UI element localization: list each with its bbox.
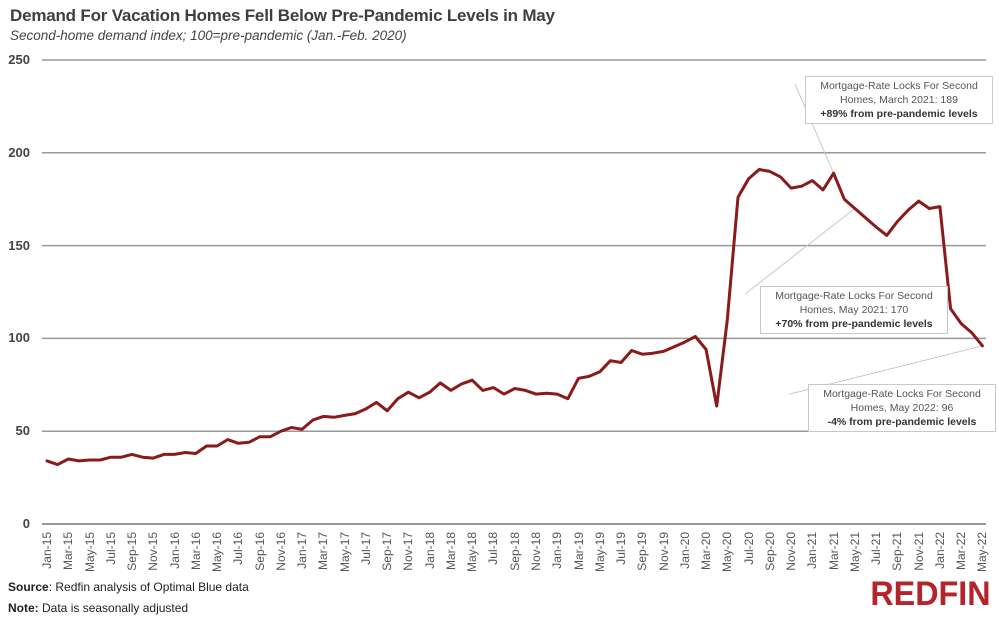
x-tick-label: Mar-16	[188, 532, 203, 571]
x-tick-label: May-22	[975, 532, 990, 573]
chart-subtitle: Second-home demand index; 100=pre-pandem…	[10, 28, 407, 43]
x-tick-label: Nov-19	[656, 532, 671, 571]
annotation-text: Mortgage-Rate Locks For Second	[820, 80, 978, 92]
x-tick-label: Mar-20	[699, 532, 714, 571]
x-tick-label: Jan-22	[932, 532, 947, 569]
annotation-leader-line	[794, 83, 835, 174]
x-tick-label: May-21	[847, 532, 862, 573]
demand-index-line	[45, 168, 984, 467]
x-tick-label: Jan-18	[422, 532, 437, 569]
note-text: Data is seasonally adjusted	[38, 601, 189, 615]
annotation-change: +70% from pre-pandemic levels	[775, 318, 933, 330]
x-tick-label: Jul-20	[741, 532, 756, 565]
x-tick-label: Nov-15	[146, 532, 161, 571]
x-tick-label: May-17	[337, 532, 352, 573]
x-tick-label: Jul-19	[614, 532, 629, 565]
y-tick-label: 150	[8, 237, 30, 253]
y-tick-label: 50	[15, 423, 30, 439]
annotation-leader-lines	[744, 83, 983, 395]
x-tick-label: Jul-17	[358, 532, 373, 565]
x-tick-label: Sep-16	[252, 532, 267, 571]
source-text: : Redfin analysis of Optimal Blue data	[48, 580, 249, 594]
x-tick-label: Sep-21	[890, 532, 905, 571]
chart-title: Demand For Vacation Homes Fell Below Pre…	[10, 6, 555, 25]
x-tick-label: Jul-18	[486, 532, 501, 565]
annotation-may-2022: Mortgage-Rate Locks For Second Homes, Ma…	[808, 384, 996, 432]
annotation-text: Homes, May 2022: 96	[850, 402, 954, 414]
annotation-may-2021: Mortgage-Rate Locks For Second Homes, Ma…	[760, 286, 948, 334]
annotation-text: Mortgage-Rate Locks For Second	[823, 388, 981, 400]
annotation-march-2021: Mortgage-Rate Locks For Second Homes, Ma…	[805, 76, 993, 124]
x-tick-label: Nov-17	[401, 532, 416, 571]
y-tick-label: 250	[8, 52, 30, 67]
annotation-text: Homes, May 2021: 170	[799, 304, 909, 316]
x-tick-label: Jan-16	[167, 532, 182, 569]
x-tick-label: Jul-15	[103, 532, 118, 565]
x-tick-label: Mar-18	[443, 532, 458, 571]
x-tick-label: Sep-18	[507, 532, 522, 571]
x-tick-label: Jul-16	[231, 532, 246, 565]
x-tick-label: Jan-17	[295, 532, 310, 569]
x-tick-label: May-20	[720, 532, 735, 573]
x-tick-label: May-19	[592, 532, 607, 573]
source-note: Source: Redfin analysis of Optimal Blue …	[8, 580, 249, 594]
annotation-change: +89% from pre-pandemic levels	[820, 108, 978, 120]
x-tick-label: May-16	[210, 532, 225, 573]
x-tick-label: Mar-21	[826, 532, 841, 571]
x-tick-label: Mar-17	[316, 532, 331, 571]
note-label: Note:	[8, 601, 39, 615]
x-tick-label: Sep-20	[762, 532, 777, 571]
x-tick-label: Jan-20	[677, 532, 692, 569]
redfin-logo: REDFIN	[870, 575, 991, 613]
y-tick-label: 100	[8, 330, 30, 346]
y-tick-label: 0	[22, 516, 30, 531]
x-tick-label: Mar-22	[954, 532, 969, 571]
x-tick-label: Jan-15	[40, 532, 54, 569]
x-tick-label: Mar-19	[571, 532, 586, 571]
y-tick-label: 200	[8, 144, 30, 160]
x-tick-label: Mar-15	[61, 532, 76, 571]
data-note: Note: Data is seasonally adjusted	[8, 601, 188, 615]
annotation-change: -4% from pre-pandemic levels	[827, 416, 977, 428]
annotation-leader-line	[744, 208, 856, 295]
x-tick-label: Sep-15	[125, 532, 140, 571]
x-tick-label: Jan-19	[550, 532, 565, 569]
annotation-text: Mortgage-Rate Locks For Second	[775, 290, 933, 302]
x-tick-label: Jul-21	[869, 532, 884, 565]
x-tick-label: May-15	[82, 532, 97, 573]
x-tick-label: Sep-17	[380, 532, 395, 571]
x-tick-label: Jan-21	[805, 532, 820, 569]
x-tick-label: May-18	[465, 532, 480, 573]
x-tick-label: Sep-19	[635, 532, 650, 571]
annotation-text: Homes, March 2021: 189	[840, 94, 958, 106]
source-label: Source	[8, 580, 49, 594]
x-tick-label: Nov-16	[273, 532, 288, 571]
x-tick-label: Nov-21	[911, 532, 926, 571]
x-tick-label: Nov-18	[528, 532, 543, 571]
x-tick-label: Nov-20	[784, 532, 799, 571]
